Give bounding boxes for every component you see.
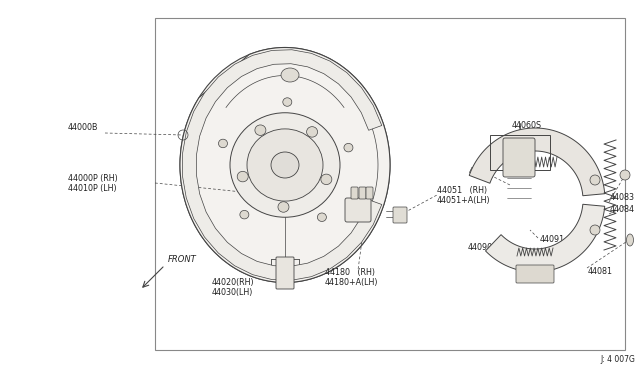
Ellipse shape <box>281 68 299 82</box>
Ellipse shape <box>218 139 227 148</box>
FancyBboxPatch shape <box>345 198 371 222</box>
Bar <box>155 18 625 350</box>
Ellipse shape <box>321 174 332 185</box>
Ellipse shape <box>237 171 248 182</box>
Text: 44010P (LH): 44010P (LH) <box>68 185 116 193</box>
FancyBboxPatch shape <box>276 257 294 289</box>
Ellipse shape <box>317 213 326 221</box>
FancyBboxPatch shape <box>516 265 554 283</box>
Ellipse shape <box>271 152 299 178</box>
Ellipse shape <box>247 129 323 201</box>
FancyBboxPatch shape <box>366 187 373 199</box>
Circle shape <box>590 225 600 235</box>
Text: 44000P (RH): 44000P (RH) <box>68 173 118 183</box>
Text: 44081: 44081 <box>588 267 613 276</box>
Ellipse shape <box>230 113 340 217</box>
Ellipse shape <box>307 126 317 137</box>
Text: 44030(LH): 44030(LH) <box>212 289 253 298</box>
Ellipse shape <box>180 48 390 282</box>
FancyBboxPatch shape <box>393 207 407 223</box>
Text: 44000B: 44000B <box>68 124 99 132</box>
Polygon shape <box>486 204 605 272</box>
Text: 44091: 44091 <box>540 235 565 244</box>
Text: FRONT: FRONT <box>168 256 196 264</box>
Text: 44180+A(LH): 44180+A(LH) <box>325 279 378 288</box>
Polygon shape <box>469 128 605 196</box>
Ellipse shape <box>344 143 353 152</box>
FancyBboxPatch shape <box>359 187 366 199</box>
Text: 44051+A(LH): 44051+A(LH) <box>437 196 491 205</box>
Ellipse shape <box>255 125 266 135</box>
Ellipse shape <box>278 202 289 212</box>
Text: 44083: 44083 <box>610 192 635 202</box>
Text: 44084: 44084 <box>610 205 635 215</box>
FancyBboxPatch shape <box>503 138 535 177</box>
Polygon shape <box>180 48 390 282</box>
Circle shape <box>620 170 630 180</box>
Bar <box>490 135 550 170</box>
Ellipse shape <box>627 234 634 246</box>
Text: 44020(RH): 44020(RH) <box>212 279 255 288</box>
Text: 44180   (RH): 44180 (RH) <box>325 269 375 278</box>
Text: 44060S: 44060S <box>512 121 542 129</box>
Text: 44090: 44090 <box>468 244 493 253</box>
Polygon shape <box>182 50 382 280</box>
Ellipse shape <box>283 98 292 106</box>
Circle shape <box>590 175 600 185</box>
Text: 44051   (RH): 44051 (RH) <box>437 186 487 195</box>
Text: 44200: 44200 <box>469 167 494 176</box>
FancyBboxPatch shape <box>351 187 358 199</box>
Text: J: 4 007G: J: 4 007G <box>600 356 635 365</box>
Ellipse shape <box>240 211 249 219</box>
